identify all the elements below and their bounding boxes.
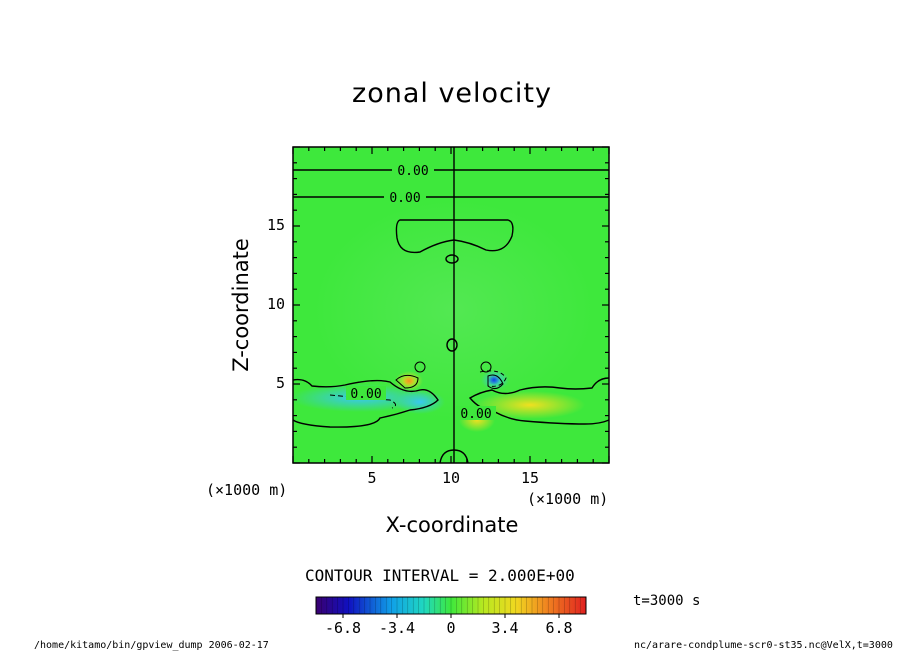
contour-label-1: 0.00 <box>397 164 428 179</box>
field-left-negative-core <box>395 390 445 414</box>
contour-right-core <box>487 374 504 390</box>
contour-label-4: 0.00 <box>460 407 491 422</box>
colorbar-tick-label: -6.8 <box>324 619 362 637</box>
y-tick-label: 15 <box>266 216 285 234</box>
y-tick-label: 5 <box>275 374 285 392</box>
contour-label-bg-4 <box>456 406 496 420</box>
colorbar-tick-label: 3.4 <box>491 619 519 637</box>
contour-label-3: 0.00 <box>350 387 381 402</box>
field-right-negative-peak <box>488 375 500 385</box>
time-label: t=3000 s <box>633 593 701 609</box>
contour-interval-text: CONTOUR INTERVAL = 2.000E+00 <box>305 566 575 585</box>
contour-left-core <box>395 374 419 389</box>
y-tick-label: 10 <box>266 295 285 313</box>
contour-small-loop-top <box>445 254 459 264</box>
colorbar-tick-label: 6.8 <box>545 619 573 637</box>
colorbar-tick-label: -3.4 <box>378 619 416 637</box>
contour-label-bg-3 <box>346 386 386 400</box>
axis-tick-marks <box>292 146 610 464</box>
contour-bottom-arc <box>439 449 469 463</box>
contour-left-small-circle <box>414 361 426 373</box>
x-axis-unit-right: (×1000 m) <box>527 490 609 508</box>
x-tick-label: 5 <box>367 469 377 487</box>
x-tick-label: 15 <box>520 469 540 487</box>
footer-right: nc/arare-condplume-scr0-st35.nc@VelX,t=3… <box>634 640 893 651</box>
contour-label-bg-2 <box>384 190 426 204</box>
contour-label-2: 0.00 <box>389 191 420 206</box>
field-left-positive-peak <box>403 376 415 386</box>
colorbar-divisions <box>315 597 587 614</box>
contour-dashed-right <box>479 370 507 387</box>
colorbar-ticks <box>342 614 560 618</box>
contour-lines <box>293 147 609 463</box>
x-axis-unit-left: (×1000 m) <box>206 481 288 499</box>
footer-left: /home/kitamo/bin/gpview_dump 2006-02-17 <box>34 640 269 651</box>
contour-small-loop-mid <box>446 338 458 352</box>
contour-cap <box>395 219 514 254</box>
heatmap-field <box>293 147 609 463</box>
colorbar-tick-label: 0 <box>446 619 456 637</box>
x-axis-label: X-coordinate <box>385 513 519 537</box>
contour-label-bg-1 <box>392 163 434 177</box>
contour-right-lower <box>468 377 609 425</box>
x-tick-label: 10 <box>441 469 461 487</box>
chart-title: zonal velocity <box>352 78 552 109</box>
contour-right-small-circle <box>480 361 492 373</box>
contour-left-lower <box>293 378 439 428</box>
field-right-positive-band <box>475 391 585 419</box>
contour-label-group: 0.00 0.00 0.00 0.00 <box>346 163 496 422</box>
